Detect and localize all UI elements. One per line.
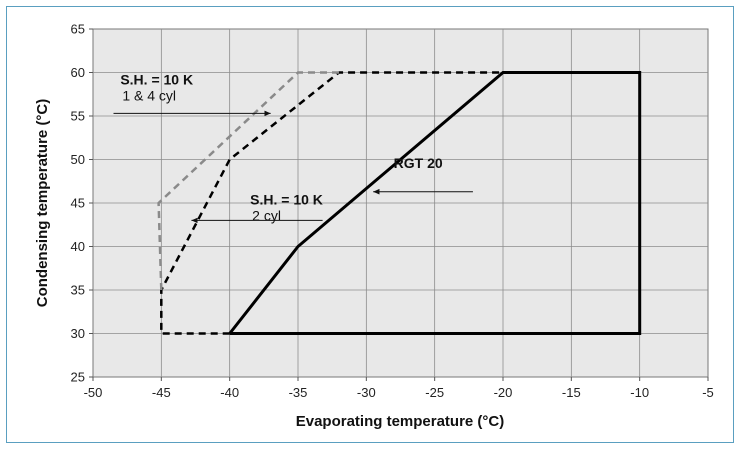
y-tick-label: 55 bbox=[71, 109, 85, 124]
y-tick-label: 65 bbox=[71, 22, 85, 37]
y-tick-label: 40 bbox=[71, 239, 85, 254]
annotation-label-rgt: RGT 20 bbox=[394, 155, 443, 171]
x-tick-label: -30 bbox=[357, 385, 376, 400]
series-dashed-black bbox=[160, 71, 503, 335]
y-tick-label: 50 bbox=[71, 152, 85, 167]
y-tick-label: 35 bbox=[71, 283, 85, 298]
y-tick-label: 45 bbox=[71, 196, 85, 211]
y-axis-title: Condensing temperature (°C) bbox=[34, 99, 51, 308]
x-tick-label: -45 bbox=[152, 385, 171, 400]
tick-labels: -50 -45 -40 -35 -30 -25 -20 -15 -10 -5 25 30 35 40 45 5… bbox=[71, 22, 714, 401]
annotation-label-sh14: S.H. = 10 K bbox=[120, 72, 193, 88]
x-tick-label: -10 bbox=[630, 385, 649, 400]
x-tick-label: -5 bbox=[702, 385, 714, 400]
x-tick-label: -50 bbox=[84, 385, 103, 400]
y-tick-label: 60 bbox=[71, 65, 85, 80]
x-tick-label: -20 bbox=[494, 385, 513, 400]
x-tick-label: -35 bbox=[289, 385, 308, 400]
annotation-sublabel-sh14: 1 & 4 cyl bbox=[122, 88, 176, 104]
x-tick-label: -25 bbox=[425, 385, 444, 400]
x-tick-label: -15 bbox=[562, 385, 581, 400]
series-lines bbox=[157, 71, 642, 335]
x-axis-title: Evaporating temperature (°C) bbox=[296, 413, 505, 430]
series-dashed-gray bbox=[157, 71, 339, 291]
series-solid-black bbox=[228, 71, 642, 335]
y-tick-label: 30 bbox=[71, 326, 85, 341]
annotation-label-sh2: S.H. = 10 K bbox=[250, 192, 323, 208]
annotation-sublabel-sh2: 2 cyl bbox=[252, 208, 281, 224]
y-tick-label: 25 bbox=[71, 370, 85, 385]
x-tick-label: -40 bbox=[220, 385, 239, 400]
